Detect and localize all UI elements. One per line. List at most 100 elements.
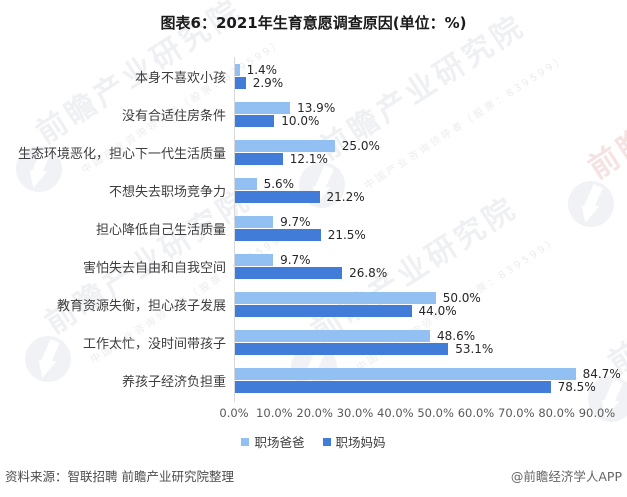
category-label: 工作太忙，没时间带孩子	[82, 337, 226, 353]
x-tick-label: 0.0%	[219, 406, 249, 420]
legend-item: 职场妈妈	[322, 432, 386, 451]
value-label-working-mom: 44.0%	[418, 304, 457, 319]
bar-group: 25.0% 12.1%	[234, 139, 627, 166]
value-label-working-mom: 21.5%	[327, 227, 366, 242]
value-label-working-dad: 1.4%	[246, 62, 278, 77]
x-tick-label: 60.0%	[457, 406, 495, 420]
chart-row: 工作太忙，没时间带孩子 48.6% 53.1%	[0, 324, 627, 362]
x-tick-label: 20.0%	[296, 406, 333, 420]
value-label-working-dad: 48.6%	[437, 329, 476, 344]
category-label: 担心降低自己生活质量	[95, 222, 226, 238]
value-label-working-dad: 9.7%	[280, 214, 311, 229]
bar-group: 48.6% 53.1%	[234, 329, 627, 357]
x-tick-label: 50.0%	[417, 406, 454, 420]
value-label-working-dad: 50.0%	[442, 291, 481, 306]
chart-row: 生态环境恶化，担心下一代生活质量 25.0% 12.1%	[0, 133, 627, 171]
bar-working-mom	[234, 190, 320, 203]
bar-line-working-mom: 26.8%	[234, 266, 627, 281]
bar-line-working-mom: 10.0%	[234, 113, 627, 128]
value-label-working-mom: 21.2%	[326, 189, 365, 204]
bar-working-mom	[234, 267, 343, 280]
chart-row: 担心降低自己生活质量 9.7% 21.5%	[0, 209, 627, 247]
chart-row: 教育资源失衡，担心孩子发展 50.0% 44.0%	[0, 286, 627, 324]
value-label-working-mom: 10.0%	[281, 113, 320, 128]
bar-working-mom	[234, 305, 412, 318]
bar-working-mom	[234, 343, 449, 356]
bar-working-mom	[234, 76, 246, 89]
bar-working-dad	[234, 177, 257, 190]
legend-label: 职场爸爸	[254, 435, 305, 450]
bar-group: 5.6% 21.2%	[234, 176, 627, 204]
bar-line-working-dad: 1.4%	[234, 62, 627, 77]
bar-working-dad	[234, 63, 240, 76]
bar-working-mom	[234, 381, 551, 394]
legend-item: 职场爸爸	[241, 432, 305, 451]
chart-row: 不想失去职场竞争力 5.6% 21.2%	[0, 171, 627, 209]
category-label: 教育资源失衡，担心孩子发展	[56, 299, 226, 315]
x-tick-label: 90.0%	[578, 406, 616, 420]
value-label-working-dad: 9.7%	[280, 253, 311, 268]
bar-group: 84.7% 78.5%	[234, 367, 627, 395]
bar-line-working-dad: 9.7%	[234, 253, 627, 268]
bar-working-dad	[234, 139, 335, 152]
x-axis-ticks: 0.0% 10.0% 20.0% 30.0% 40.0% 50.0% 60.0% 70.0% 8…	[0, 406, 627, 422]
chart-legend: 职场爸爸 职场妈妈	[0, 432, 627, 451]
category-label: 生态环境恶化，担心下一代生活质量	[17, 146, 226, 162]
category-label: 害怕失去自由和自我空间	[82, 261, 226, 277]
bar-line-working-mom: 2.9%	[234, 75, 627, 90]
x-tick-label: 10.0%	[256, 406, 293, 420]
x-tick-label: 70.0%	[498, 406, 535, 420]
bar-working-dad	[234, 215, 274, 228]
bar-line-working-dad: 25.0%	[234, 139, 627, 153]
credit-note: @前瞻经济学人APP	[510, 469, 622, 484]
bar-line-working-dad: 5.6%	[234, 176, 627, 191]
bar-line-working-dad: 13.9%	[234, 100, 627, 115]
bar-line-working-dad: 9.7%	[234, 214, 627, 229]
bar-line-working-dad: 50.0%	[234, 291, 627, 306]
bar-group: 9.7% 21.5%	[234, 214, 627, 242]
value-label-working-dad: 5.6%	[263, 176, 295, 191]
value-label-working-mom: 78.5%	[557, 380, 596, 395]
chart-row: 没有合适住房条件 13.9% 10.0%	[0, 95, 627, 133]
bar-group: 13.9% 10.0%	[234, 100, 627, 128]
bar-chart-plot-area: 本身不喜欢小孩 1.4% 2.9% 没有合适住房条件 13.9% 10.0% 生态环境恶化，…	[0, 57, 627, 400]
bar-working-dad	[234, 368, 576, 381]
category-label: 没有合适住房条件	[121, 108, 226, 124]
x-tick-label: 30.0%	[336, 406, 374, 420]
chart-row: 害怕失去自由和自我空间 9.7% 26.8%	[0, 248, 627, 286]
bar-working-mom	[234, 152, 283, 165]
value-label-working-mom: 2.9%	[252, 75, 284, 90]
bar-working-dad	[234, 101, 291, 114]
bar-group: 50.0% 44.0%	[234, 291, 627, 319]
category-label: 不想失去职场竞争力	[108, 184, 226, 200]
value-label-working-dad: 84.7%	[582, 367, 621, 382]
chart-row: 养孩子经济负担重 84.7% 78.5%	[0, 362, 627, 400]
bar-line-working-dad: 84.7%	[234, 367, 627, 382]
bar-line-working-mom: 21.2%	[234, 189, 627, 204]
bar-line-working-mom: 78.5%	[234, 380, 627, 395]
bar-working-dad	[234, 254, 274, 267]
chart-row: 本身不喜欢小孩 1.4% 2.9%	[0, 57, 627, 95]
value-label-working-mom: 53.1%	[455, 342, 494, 357]
bar-working-mom	[234, 228, 321, 241]
bar-line-working-mom: 12.1%	[234, 151, 627, 166]
y-axis-line	[234, 57, 235, 402]
bar-line-working-mom: 21.5%	[234, 227, 627, 242]
category-label: 本身不喜欢小孩	[134, 70, 226, 86]
x-tick-label: 80.0%	[538, 406, 575, 420]
bar-group: 1.4% 2.9%	[234, 62, 627, 90]
value-label-working-mom: 12.1%	[289, 151, 328, 166]
legend-swatch-icon	[241, 437, 250, 446]
value-label-working-mom: 26.8%	[349, 266, 388, 281]
legend-swatch-icon	[322, 437, 331, 446]
bar-working-dad	[234, 292, 436, 305]
bar-line-working-mom: 44.0%	[234, 304, 627, 319]
category-label: 养孩子经济负担重	[121, 375, 226, 391]
bar-group: 9.7% 26.8%	[234, 253, 627, 281]
legend-label: 职场妈妈	[335, 435, 386, 450]
value-label-working-dad: 13.9%	[297, 100, 336, 115]
bar-working-mom	[234, 114, 275, 127]
bar-working-dad	[234, 330, 430, 343]
source-note: 资料来源：智联招聘 前瞻产业研究院整理	[5, 469, 234, 484]
